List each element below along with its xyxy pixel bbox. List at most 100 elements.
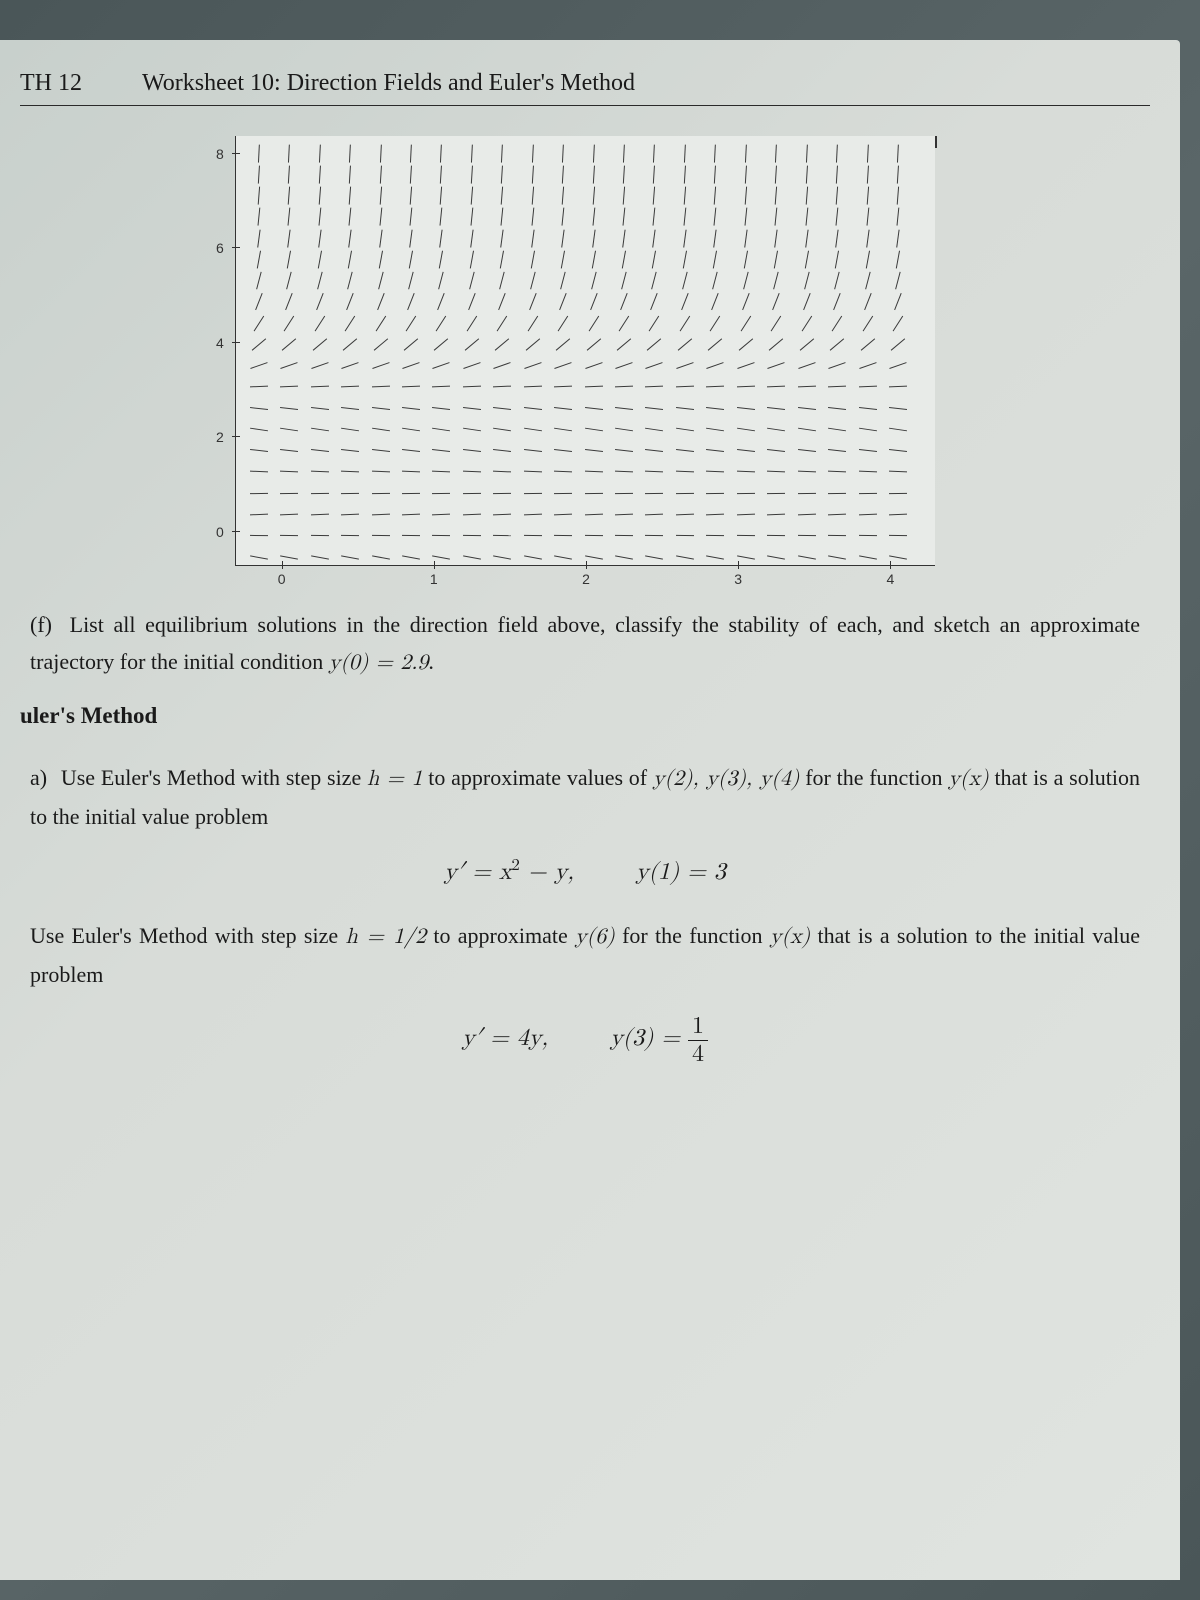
slope-segment — [432, 493, 450, 495]
slope-segment — [250, 514, 268, 516]
slope-segment — [676, 535, 694, 536]
slope-segment — [281, 362, 298, 369]
slope-segment — [554, 386, 572, 388]
slope-segment — [250, 386, 268, 388]
slope-segment — [737, 428, 755, 432]
slope-segment — [433, 362, 450, 369]
slope-segment — [737, 471, 755, 473]
slope-segment — [828, 555, 846, 559]
slope-segment — [684, 187, 687, 205]
slope-segment — [775, 144, 777, 162]
slope-segment — [767, 449, 785, 452]
slope-segment — [402, 449, 420, 452]
slope-segment — [622, 229, 626, 247]
slope-segment — [708, 338, 723, 350]
slope-segment — [651, 293, 659, 310]
slope-segment — [714, 208, 717, 226]
slope-segment — [774, 229, 778, 247]
slope-segment — [775, 165, 777, 183]
slope-segment — [531, 250, 535, 268]
slope-segment — [493, 428, 511, 432]
slope-segment — [621, 272, 627, 290]
slope-segment — [744, 229, 748, 247]
question-b-text-1: Use Euler's Method with step size — [30, 923, 345, 948]
slope-segment — [311, 362, 328, 369]
worksheet-page: TH 12 Worksheet 10: Direction Fields and… — [0, 40, 1180, 1580]
slope-segment — [889, 407, 907, 410]
slope-segment — [591, 272, 597, 290]
slope-segment — [681, 293, 689, 310]
slope-segment — [319, 144, 321, 162]
slope-segment — [706, 428, 724, 432]
slope-segment — [465, 338, 480, 350]
slope-segment — [258, 165, 260, 183]
slope-segment — [372, 535, 390, 536]
slope-segment — [463, 407, 481, 410]
slope-segment — [493, 555, 511, 559]
slope-segment — [737, 535, 755, 536]
slope-segment — [498, 293, 506, 310]
slope-segment — [891, 338, 906, 350]
page-header: TH 12 Worksheet 10: Direction Fields and… — [20, 70, 1150, 106]
slope-segment — [463, 535, 481, 536]
slope-segment — [713, 250, 717, 268]
slope-segment — [341, 428, 359, 432]
slope-segment — [463, 514, 481, 516]
slope-segment — [806, 144, 808, 162]
slope-segment — [250, 428, 268, 432]
slope-segment — [402, 555, 420, 559]
slope-segment — [284, 315, 295, 331]
slope-segment — [250, 449, 268, 452]
slope-segment — [311, 514, 329, 516]
slope-segment — [804, 272, 810, 290]
slope-segment — [402, 493, 420, 495]
slope-segment — [556, 338, 571, 350]
slope-segment — [288, 165, 290, 183]
slope-segment — [438, 293, 446, 310]
slope-segment — [410, 165, 412, 183]
slope-segment — [798, 386, 816, 388]
slope-segment — [318, 187, 321, 205]
question-b-y6: y(6) — [575, 926, 615, 948]
slope-segment — [524, 362, 541, 369]
slope-segment — [257, 229, 261, 247]
eq-a-lhs: y′ = x — [444, 860, 511, 884]
slope-segment — [345, 315, 356, 331]
slope-segment — [620, 293, 628, 310]
eq-a-ic: y(1) = 3 — [636, 860, 726, 884]
slope-segment — [799, 338, 814, 350]
slope-segment — [493, 386, 511, 388]
slope-segment — [406, 315, 417, 331]
slope-segment — [623, 144, 625, 162]
slope-segment — [676, 407, 694, 410]
slope-segment — [280, 407, 298, 410]
slope-segment — [379, 165, 381, 183]
slope-segment — [645, 428, 663, 432]
eq-b-ic-num: 1 — [688, 1013, 708, 1040]
slope-segment — [349, 144, 351, 162]
slope-segment — [378, 272, 384, 290]
slope-segment — [402, 407, 420, 410]
slope-segment — [836, 144, 838, 162]
slope-segment — [767, 407, 785, 410]
slope-segment — [830, 338, 845, 350]
slope-segment — [828, 493, 846, 495]
slope-segment — [280, 471, 298, 473]
slope-segment — [439, 250, 443, 268]
slope-segment — [866, 187, 869, 205]
slope-segment — [706, 555, 724, 559]
slope-segment — [524, 555, 542, 559]
question-b-equation: y′ = 4y, y(3) = 14 — [20, 1013, 1150, 1067]
slope-segment — [683, 250, 687, 268]
question-b-text-2: to approximate — [433, 923, 575, 948]
slope-segment — [377, 293, 385, 310]
slope-segment — [532, 144, 534, 162]
slope-segment — [828, 471, 846, 473]
slope-segment — [653, 187, 656, 205]
slope-segment — [494, 362, 511, 369]
slope-segment — [432, 428, 450, 432]
slope-segment — [889, 449, 907, 452]
worksheet-title: Worksheet 10: Direction Fields and Euler… — [142, 70, 635, 97]
slope-segment — [769, 338, 784, 350]
slope-segment — [410, 208, 413, 226]
